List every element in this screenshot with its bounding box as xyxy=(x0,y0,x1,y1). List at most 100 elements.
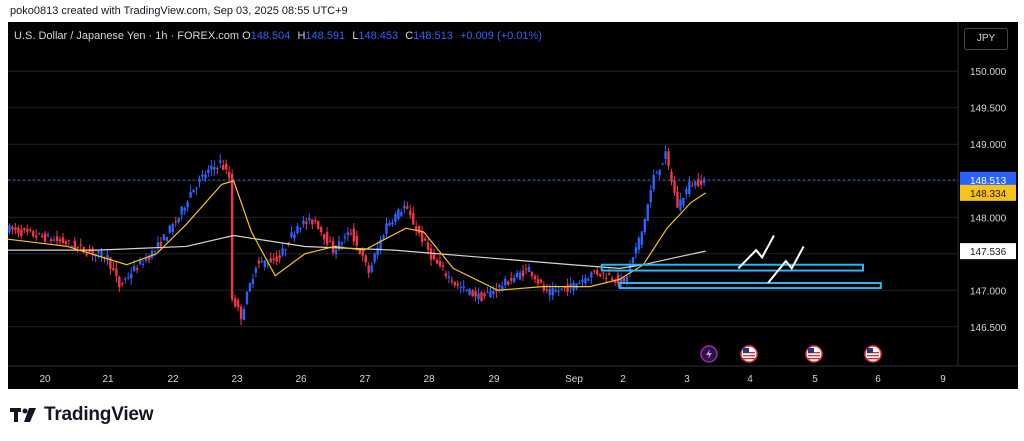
us-flag-icon[interactable] xyxy=(740,345,758,363)
candle-body xyxy=(198,178,201,182)
candle-body xyxy=(599,273,602,277)
projection-arrow-2 xyxy=(767,245,805,284)
candle-body xyxy=(79,244,82,246)
candle-body xyxy=(453,281,456,286)
chart-canvas[interactable]: 150.000 149.500 149.000 148.000 147.000 146.5… xyxy=(8,22,1018,389)
time-tick-label: 22 xyxy=(167,374,179,385)
candle-body xyxy=(504,278,507,286)
candle-body xyxy=(438,261,442,267)
candle-body xyxy=(293,234,296,239)
candle-body xyxy=(533,275,537,280)
candle-body xyxy=(628,264,632,272)
candle-body xyxy=(337,240,341,250)
currency-button[interactable]: JPY xyxy=(964,28,1008,50)
us-flag-icon[interactable] xyxy=(805,345,823,363)
candle-body xyxy=(67,240,71,242)
candle-body xyxy=(91,248,94,256)
candle-body xyxy=(302,220,305,225)
candle-body xyxy=(141,263,145,265)
candle-body xyxy=(373,253,376,263)
us-flag-icon[interactable] xyxy=(864,345,882,363)
price-chart[interactable]: 150.000 149.500 149.000 148.000 147.000 146.5… xyxy=(8,22,1018,389)
candle-body xyxy=(100,251,103,258)
candle-body xyxy=(483,293,486,296)
candle-body xyxy=(510,278,513,281)
candle-body xyxy=(524,268,528,270)
candle-body xyxy=(132,266,136,271)
candle-body xyxy=(616,274,620,284)
candle-body xyxy=(210,165,213,170)
candle-body xyxy=(355,235,359,246)
candle-body xyxy=(17,227,20,234)
candle-body xyxy=(177,217,180,223)
price-tick-label: 150.000 xyxy=(970,67,1007,78)
candle-body xyxy=(97,250,100,253)
tradingview-branding: TradingView xyxy=(10,404,154,426)
time-tick-label: 27 xyxy=(359,374,371,385)
candle-body xyxy=(685,188,688,194)
candle-body xyxy=(58,239,62,242)
candle-body xyxy=(230,173,234,300)
projection-arrow-1 xyxy=(737,235,775,270)
candle-body xyxy=(548,288,551,296)
candle-body xyxy=(124,278,127,280)
candle-body xyxy=(658,169,661,176)
candle-body xyxy=(272,258,275,261)
time-tick-label: 9 xyxy=(940,374,946,385)
candle-body xyxy=(605,277,608,279)
candle-body xyxy=(85,253,88,256)
candle-body xyxy=(397,209,400,219)
candle-body xyxy=(400,211,403,216)
time-tick-label: 5 xyxy=(812,374,818,385)
candle-body xyxy=(515,272,519,278)
candle-body xyxy=(590,272,593,278)
candle-body xyxy=(507,281,510,285)
candle-body xyxy=(587,279,590,281)
candle-body xyxy=(46,234,50,237)
candle-body xyxy=(70,246,74,248)
candle-body xyxy=(403,205,406,209)
candle-body xyxy=(518,272,522,280)
candle-body xyxy=(581,280,584,283)
candle-body xyxy=(296,226,299,234)
candle-body xyxy=(23,228,26,230)
candle-body xyxy=(578,282,581,285)
candle-body xyxy=(456,284,459,286)
candle-body xyxy=(37,232,41,234)
candle-body xyxy=(492,291,495,294)
candle-body xyxy=(171,223,174,233)
candle-body xyxy=(613,279,617,283)
candle-body xyxy=(376,247,379,256)
candle-body xyxy=(477,293,480,300)
candle-body xyxy=(569,283,572,288)
low-label: L xyxy=(352,30,359,42)
candle-body xyxy=(73,240,76,249)
candle-body xyxy=(682,197,685,206)
candle-body xyxy=(183,207,186,211)
time-tick-label: 23 xyxy=(231,374,243,385)
high-value: 148.591 xyxy=(305,30,346,42)
candle-body xyxy=(121,283,124,285)
candle-body xyxy=(536,279,540,284)
time-tick-label: 28 xyxy=(423,374,435,385)
candle-body xyxy=(305,221,308,224)
tradingview-wordmark: TradingView xyxy=(44,404,154,425)
candle-body xyxy=(530,271,534,277)
candle-body xyxy=(423,238,427,241)
candle-body xyxy=(260,260,264,263)
price-tick-label: 149.500 xyxy=(970,104,1007,115)
lightning-icon[interactable] xyxy=(700,345,718,363)
candle-body xyxy=(417,226,421,234)
candle-body xyxy=(619,277,623,284)
slow-moving-average-line xyxy=(8,234,706,269)
time-tick-label: 4 xyxy=(747,374,753,385)
candle-body xyxy=(625,276,629,284)
candle-body xyxy=(239,306,243,320)
candle-body xyxy=(566,284,569,292)
candle-body xyxy=(55,236,59,241)
candle-body xyxy=(429,248,433,260)
candle-body xyxy=(180,206,183,215)
candle-body xyxy=(147,256,151,260)
candle-body xyxy=(444,273,448,277)
candle-body xyxy=(334,249,338,255)
